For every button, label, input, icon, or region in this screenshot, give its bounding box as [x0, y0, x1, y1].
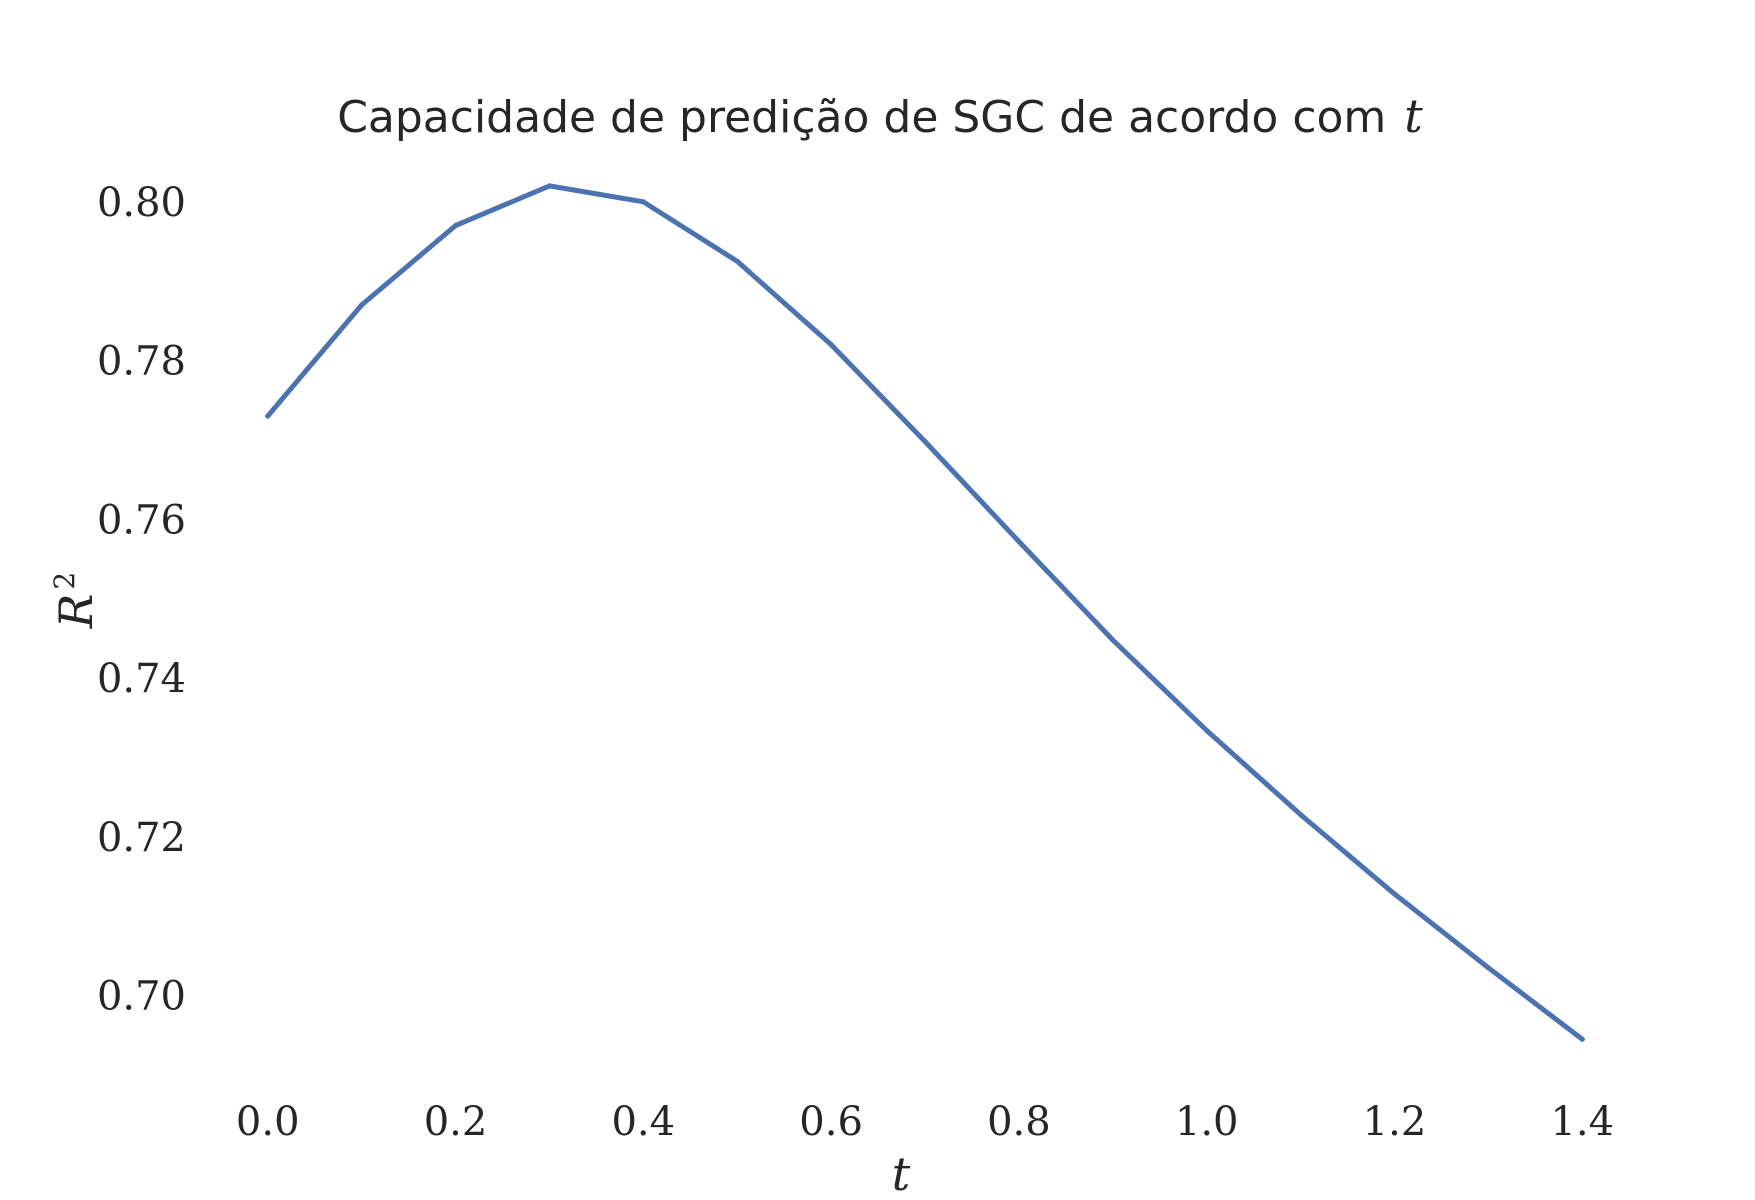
- chart-title: Capacidade de predição de SGC de acordo …: [337, 89, 1423, 143]
- data-point: [1204, 727, 1210, 733]
- y-axis-label: R 2: [48, 572, 103, 629]
- x-tick-label: 1.0: [1175, 1099, 1239, 1145]
- y-tick-label: 0.78: [97, 339, 186, 385]
- y-tick-label: 0.76: [97, 497, 186, 543]
- data-point: [265, 413, 271, 419]
- x-axis-label: t: [892, 1147, 911, 1200]
- y-tick-label: 0.70: [97, 974, 186, 1020]
- data-point: [1110, 637, 1116, 643]
- x-tick-label: 0.0: [236, 1099, 300, 1145]
- data-point: [734, 258, 740, 264]
- chart-title-variable: t: [1404, 89, 1423, 143]
- y-axis-ticks: 0.70 0.72 0.74 0.76 0.78 0.80: [97, 180, 186, 1020]
- x-axis-ticks: 0.0 0.2 0.4 0.6 0.8 1.0 1.2 1.4: [236, 1099, 1614, 1145]
- data-point: [1298, 812, 1304, 818]
- svg-text:R 2: R 2: [48, 572, 103, 629]
- data-point: [546, 183, 552, 189]
- y-tick-label: 0.72: [97, 815, 186, 861]
- data-point: [1391, 891, 1397, 897]
- x-tick-label: 0.8: [987, 1099, 1051, 1145]
- x-tick-label: 0.2: [424, 1099, 488, 1145]
- x-tick-label: 0.6: [799, 1099, 863, 1145]
- data-point: [922, 439, 928, 444]
- y-axis-label-text: R: [49, 594, 103, 630]
- series-points: [265, 183, 1585, 1042]
- x-tick-label: 1.4: [1550, 1099, 1614, 1145]
- y-tick-label: 0.80: [97, 180, 186, 226]
- data-point: [1485, 965, 1491, 971]
- data-point: [359, 302, 365, 308]
- x-tick-label: 1.2: [1363, 1099, 1427, 1145]
- data-point: [640, 199, 646, 205]
- x-tick-label: 0.4: [611, 1099, 675, 1145]
- data-point: [828, 342, 834, 348]
- chart-title-text: Capacidade de predição de SGC de acordo …: [337, 92, 1386, 143]
- y-axis-label-superscript: 2: [48, 572, 81, 590]
- data-point: [453, 223, 459, 229]
- y-tick-label: 0.74: [97, 656, 186, 702]
- data-point: [1016, 539, 1022, 545]
- data-point: [1579, 1036, 1585, 1042]
